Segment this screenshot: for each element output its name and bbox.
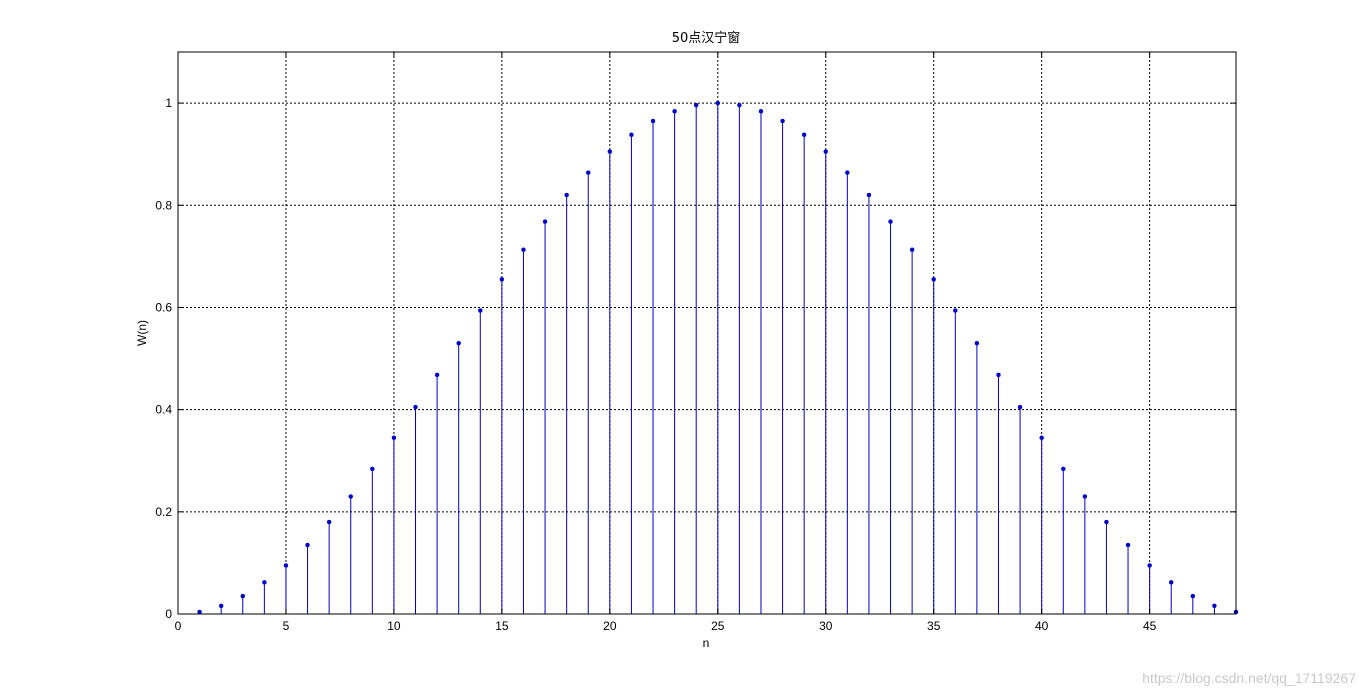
stem-marker <box>305 542 310 548</box>
y-tick-label: 0.8 <box>155 198 172 212</box>
x-tick-label: 10 <box>387 619 401 633</box>
stem-marker <box>823 149 829 154</box>
stem-marker <box>218 603 224 609</box>
stem-marker <box>585 170 591 175</box>
stem-marker <box>262 580 267 585</box>
stem-marker <box>1147 563 1152 568</box>
stem-marker <box>758 109 764 114</box>
plot-frame <box>177 51 1237 615</box>
stem-marker <box>456 340 461 346</box>
x-tick-label: 20 <box>603 619 617 633</box>
x-tick-label: 45 <box>1143 619 1157 633</box>
stem-marker <box>996 372 1001 378</box>
y-tick-label: 0.2 <box>155 505 172 519</box>
stem-series <box>197 100 1239 615</box>
stem-marker <box>370 466 375 472</box>
x-tick-label: 30 <box>819 619 833 633</box>
watermark-text: https://blog.csdn.net/qq_17119267 <box>1142 670 1356 686</box>
stem-marker <box>542 219 548 224</box>
x-axis-label: n <box>703 636 710 650</box>
stem-marker <box>197 609 202 615</box>
y-tick-label: 0.4 <box>155 403 172 417</box>
x-tick-label: 0 <box>175 619 182 633</box>
stem-marker <box>780 118 785 124</box>
stem-marker <box>672 109 677 114</box>
plot-area <box>178 52 1236 614</box>
stem-marker <box>434 372 440 378</box>
x-tick-label: 40 <box>1035 619 1049 633</box>
stem-marker <box>693 102 699 108</box>
stem-marker <box>931 277 936 282</box>
stem-marker <box>1061 466 1066 472</box>
stem-marker <box>953 308 958 313</box>
stem-marker <box>1125 542 1131 548</box>
stem-marker <box>499 277 505 282</box>
stem-marker <box>888 219 893 224</box>
stem-marker <box>1039 435 1044 440</box>
x-tick-label: 5 <box>283 619 290 633</box>
stem-marker <box>737 102 742 108</box>
y-tick-label: 0.6 <box>155 300 172 314</box>
stem-marker <box>1212 603 1217 609</box>
x-tick-label: 35 <box>927 619 941 633</box>
stem-marker <box>240 593 246 599</box>
chart-title: 50点汉宁窗 <box>672 30 741 46</box>
stem-marker <box>564 192 569 198</box>
stem-marker <box>650 118 656 124</box>
axis-ticks: 0 5 10 15 20 25 30 35 40 45 0 0.2 0.4 0.6 0.8 1 <box>155 52 1236 633</box>
stem-marker <box>326 519 332 525</box>
stem-marker <box>1104 519 1109 525</box>
stem-marker <box>845 170 850 175</box>
stem-marker <box>521 247 526 252</box>
stem-marker <box>715 100 721 106</box>
stem-marker <box>801 132 807 138</box>
stem-marker <box>348 494 353 499</box>
stem-marker <box>1082 494 1088 499</box>
y-tick-label: 1 <box>165 96 172 110</box>
stem-marker <box>478 308 483 313</box>
stem-marker <box>909 247 915 252</box>
stem-marker <box>391 435 397 440</box>
stem-marker <box>607 149 613 154</box>
stem-marker <box>1168 580 1174 585</box>
stem-marker <box>413 404 418 410</box>
stem-marker <box>629 132 634 138</box>
stem-marker <box>974 340 980 346</box>
stem-marker <box>1017 404 1023 410</box>
stem-marker <box>1190 593 1196 599</box>
stem-marker <box>866 192 872 198</box>
stem-marker <box>283 563 289 568</box>
x-tick-label: 25 <box>711 619 725 633</box>
y-tick-label: 0 <box>165 607 172 621</box>
x-tick-label: 15 <box>495 619 509 633</box>
y-axis-label: W(n) <box>135 320 149 346</box>
